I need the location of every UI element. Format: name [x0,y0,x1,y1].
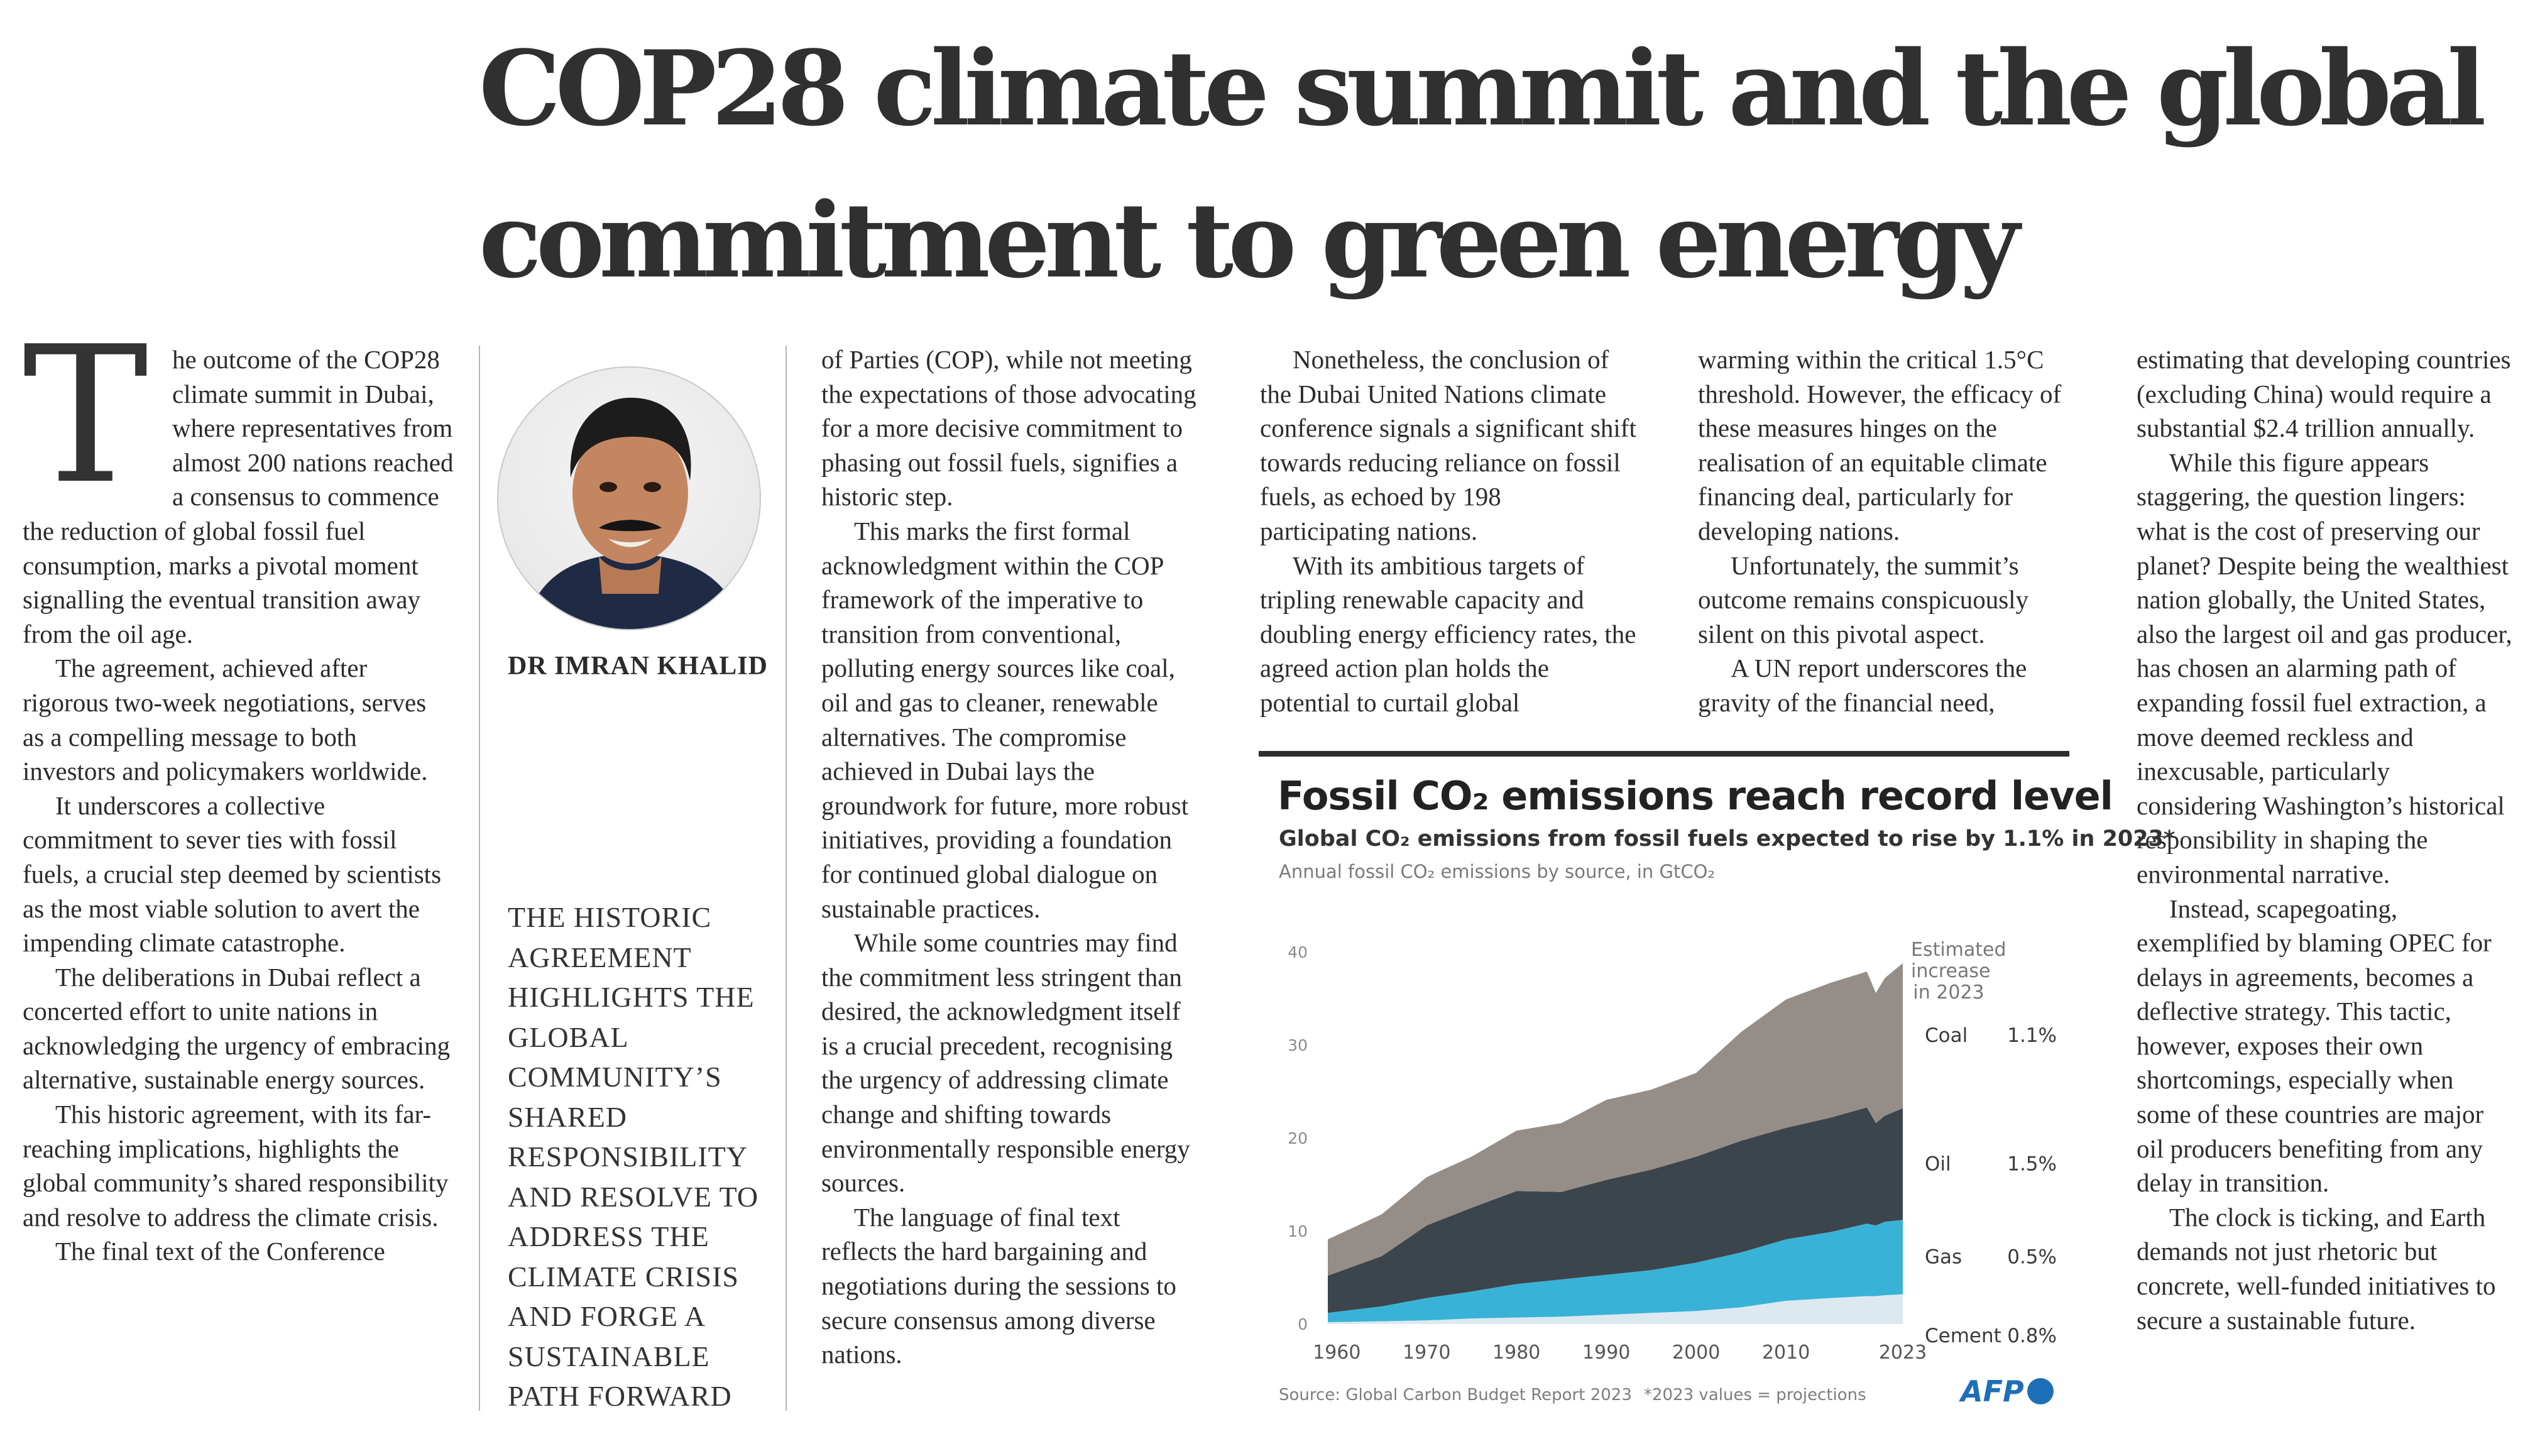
series-area-oil [1328,1107,1903,1313]
x-tick-label: 1970 [1403,1342,1450,1364]
drop-cap: T [23,306,149,525]
article-column-4: Nonetheless, the conclusion of the Dubai… [1260,342,1637,720]
paragraph-5: This historic agreement, with its far-re… [23,1100,449,1232]
paragraph-7: of Parties (COP), while not meeting the … [821,345,1196,512]
x-tick-label: 1990 [1582,1342,1630,1364]
paragraph-4: The deliberations in Dubai reflect a con… [23,962,451,1095]
paragraph-17: While this figure appears staggering, th… [2137,447,2512,889]
y-tick-label: 0 [1298,1315,1308,1333]
pull-quote: THE HISTORIC AGREEMENT HIGHLIGHTS THE GL… [508,901,759,1412]
increase-value: 0.8% [2007,1325,2057,1347]
headline-line-1: COP28 climate summit and the global [479,28,2487,149]
author-portrait-illustration [524,397,743,629]
article-column-1: T he outcome of the COP28 climate summit… [23,306,454,1269]
increase-value: 1.1% [2007,1024,2057,1047]
chart-source: Source: Global Carbon Budget Report 2023 [1279,1386,1632,1404]
x-tick-label: 2010 [1762,1342,1810,1364]
paragraph-6: The final text of the Conference [55,1237,385,1266]
article-column-3: of Parties (COP), while not meeting the … [821,342,1197,1372]
paragraph-14: Unfortunately, the summit’s outcome rema… [1698,550,2029,649]
x-tick-label: 2023 [1879,1342,1927,1364]
series-area-coal [1328,963,1903,1276]
paragraph-13: warming within the critical 1.5°C thresh… [1698,345,2062,545]
y-tick-label: 10 [1288,1222,1308,1240]
series-label: Oil [1925,1152,1951,1175]
paragraph-12: With its ambitious targets of tripling r… [1260,550,1636,717]
paragraph-10: The language of final text reflects the … [821,1202,1176,1369]
y-tick-label: 30 [1288,1036,1308,1054]
column-divider-1 [479,346,480,1411]
chart-y-label: Annual fossil CO₂ emissions by source, i… [1279,861,1716,882]
article-column-5: warming within the critical 1.5°C thresh… [1698,342,2075,720]
y-tick-label: 40 [1288,943,1308,961]
x-tick-label: 1980 [1492,1342,1540,1364]
paragraph-1: he outcome of the COP28 climate summit i… [23,345,454,649]
chart-note: *2023 values = projections [1644,1386,1866,1404]
y-tick-label: 20 [1288,1129,1308,1147]
paragraph-8: This marks the first formal acknowledgme… [821,516,1189,923]
paragraph-11: Nonetheless, the conclusion of the Dubai… [1260,345,1636,545]
x-tick-label: 2000 [1672,1342,1720,1364]
chart-plot: 0 10 20 30 40 1960 1970 1980 1990 2000 2010 2023 Coa… [1288,943,2057,1364]
paragraph-15: A UN report underscores the gravity of t… [1698,654,2027,717]
paragraph-3: It underscores a collective commitment t… [23,791,442,958]
chart-top-rule [1259,751,2069,757]
author-photo [497,366,761,630]
paragraph-16: estimating that developing countries (ex… [2137,345,2511,443]
x-tick-label: 1960 [1313,1342,1360,1364]
series-area-cement [1328,1294,1903,1324]
series-label: Coal [1925,1024,1968,1047]
series-area-gas [1328,1220,1903,1322]
estimated-increase-label: Estimated increase in 2023 [1911,939,2006,1004]
chart-title: Fossil CO₂ emissions reach record level [1278,773,2113,819]
headline: COP28 climate summit and the global comm… [479,13,2490,317]
headline-line-2: commitment to green energy [479,180,2020,301]
paragraph-19: The clock is ticking, and Earth demands … [2137,1202,2496,1335]
article-column-6: estimating that developing countries (ex… [2137,342,2514,1337]
paragraph-9: While some countries may find the commit… [821,928,1190,1198]
afp-logo-dot [2027,1378,2054,1404]
afp-logo: AFP [1961,1374,2024,1408]
increase-value: 0.5% [2007,1245,2057,1268]
series-label: Cement [1925,1325,2001,1347]
column-divider-2 [786,346,787,1411]
increase-value: 1.5% [2007,1152,2057,1175]
paragraph-18: Instead, scapegoating, exemplified by bl… [2137,894,2492,1198]
emissions-chart: Fossil CO₂ emissions reach record level … [1259,751,2175,1411]
series-label: Gas [1925,1245,1962,1268]
paragraph-2: The agreement, achieved after rigorous t… [23,654,428,786]
chart-subtitle: Global CO₂ emissions from fossil fuels e… [1279,826,2176,851]
author-byline: DR IMRAN KHALID [508,652,768,681]
